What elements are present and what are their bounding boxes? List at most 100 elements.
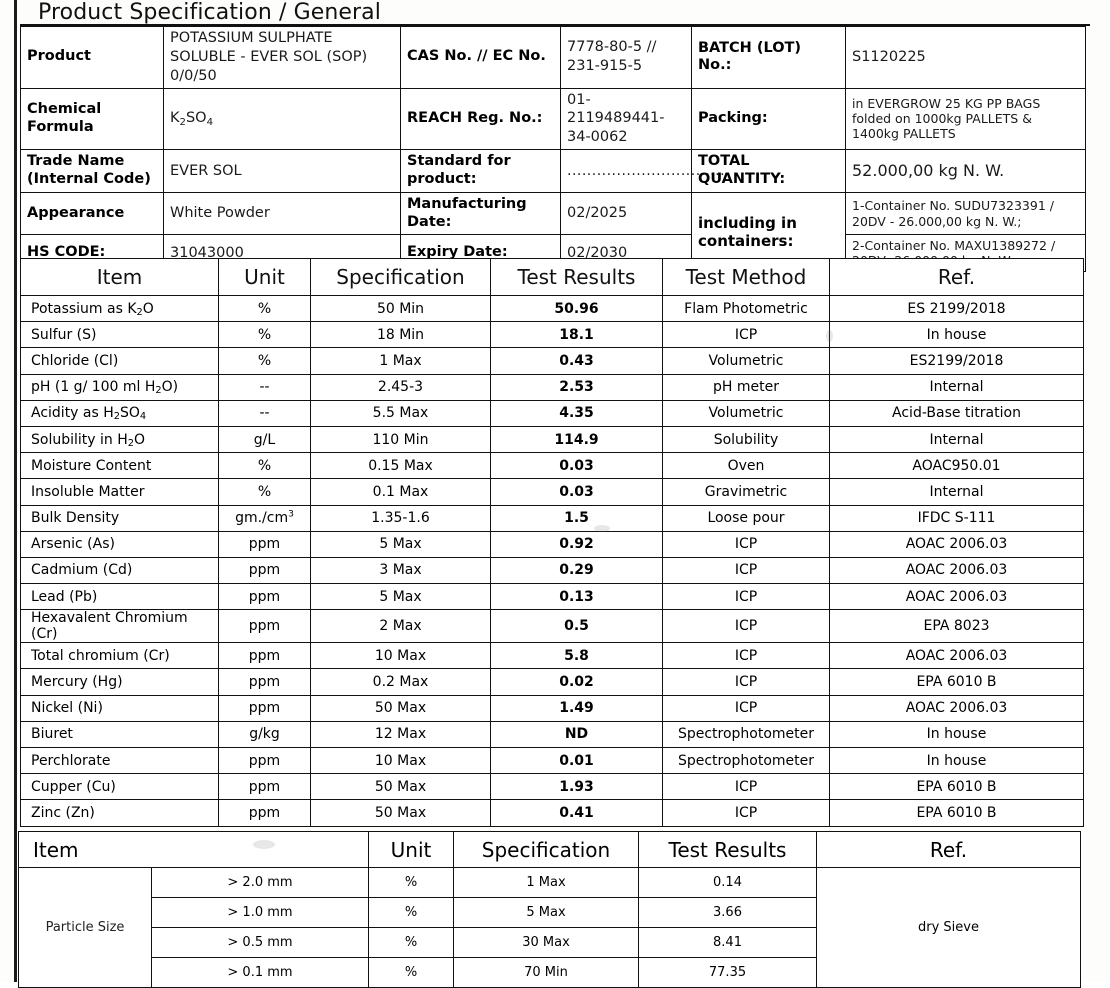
result-cell-ref: EPA 6010 B xyxy=(829,799,1084,827)
table-row: Acidity as H2SO4 -- 5.5 Max 4.35 Volumetric A… xyxy=(20,399,1084,427)
result-cell-value: 18.1 xyxy=(490,321,663,349)
result-cell-spec: 50 Max xyxy=(310,799,491,827)
table-row: Chemical Formula K2SO4 REACH Reg. No.: 0… xyxy=(20,87,1086,151)
result-cell-value: 1.5 xyxy=(490,504,663,532)
page-left-rule xyxy=(14,0,17,982)
result-cell-item: Solubility in H2O xyxy=(20,425,219,454)
result-cell-value: 114.9 xyxy=(490,425,663,454)
particle-cell-spec: 1 Max xyxy=(453,867,639,898)
result-cell-unit: ppm xyxy=(218,746,311,775)
result-cell-unit: -- xyxy=(218,373,311,401)
table-row: Arsenic (As) ppm 5 Max 0.92 ICP AOAC 2006.03 xyxy=(20,530,1084,558)
result-cell-ref: AOAC 2006.03 xyxy=(829,530,1084,558)
general-value-manufacturing-date: 02/2025 xyxy=(560,192,692,236)
general-value-trade-name: EVER SOL xyxy=(163,149,401,194)
general-label-cas-ec: CAS No. // EC No. xyxy=(400,26,561,89)
result-cell-method: ICP xyxy=(662,642,830,670)
results-header-row: Item Unit Specification Test Results Tes… xyxy=(20,258,1084,296)
general-value-batch: S1120225 xyxy=(845,26,1086,89)
table-row: Trade Name (Internal Code) EVER SOL Stan… xyxy=(20,149,1086,194)
result-cell-method: ICP xyxy=(662,530,830,558)
result-cell-item: Zinc (Zn) xyxy=(20,799,219,827)
general-label-trade-name: Trade Name (Internal Code) xyxy=(20,149,164,194)
result-cell-value: 0.13 xyxy=(490,583,663,611)
result-cell-unit: % xyxy=(218,478,311,506)
table-row: Total chromium (Cr) ppm 10 Max 5.8 ICP AOAC 2… xyxy=(20,642,1084,670)
particle-size-table: Item Unit Specification Test Results Ref… xyxy=(18,831,1081,988)
particle-cell-spec: 30 Max xyxy=(453,927,639,958)
result-cell-ref: Internal xyxy=(829,373,1084,401)
result-cell-spec: 2.45-3 xyxy=(310,373,491,401)
particle-cell-unit: % xyxy=(368,897,454,928)
table-row: Sulfur (S)% 18 Min 18.1 ICP In house xyxy=(20,321,1084,349)
result-cell-method: ICP xyxy=(662,799,830,827)
result-cell-item: Cadmium (Cd) xyxy=(20,556,219,585)
general-value-chemical-formula: K2SO4 xyxy=(163,87,401,151)
result-cell-method: ICP xyxy=(662,694,830,722)
result-cell-spec: 12 Max xyxy=(310,720,491,749)
result-cell-spec: 50 Max xyxy=(310,773,491,801)
result-cell-unit: % xyxy=(218,294,311,323)
particle-cell-size: > 0.5 mm xyxy=(151,927,369,958)
result-cell-spec: 3 Max xyxy=(310,556,491,585)
result-cell-item: Hexavalent Chromium (Cr) xyxy=(20,609,219,644)
result-cell-ref: EPA 8023 xyxy=(829,609,1084,644)
general-info-table: Product POTASSIUM SULPHATE SOLUBLE - EVE… xyxy=(20,26,1086,273)
result-cell-spec: 5 Max xyxy=(310,530,491,558)
particle-item-name: Particle Size xyxy=(18,867,152,988)
result-cell-spec: 50 Max xyxy=(310,694,491,722)
general-value-container-1: 1-Container No. SUDU7323391 / 20DV - 26.… xyxy=(845,192,1086,236)
result-cell-ref: Internal xyxy=(829,425,1084,454)
table-row: Nickel (Ni) ppm 50 Max 1.49 ICP AOAC 2006.03 xyxy=(20,694,1084,722)
result-cell-unit: ppm xyxy=(218,609,311,644)
table-row: Zinc (Zn) ppm 50 Max 0.41 ICP EPA 6010 B xyxy=(20,799,1084,827)
results-header-result: Test Results xyxy=(490,258,663,296)
general-value-product: POTASSIUM SULPHATE SOLUBLE - EVER SOL (S… xyxy=(163,26,401,89)
result-cell-item: Chloride (Cl) xyxy=(20,347,219,375)
table-row: Moisture Content% 0.15 Max 0.03 Oven AOAC950… xyxy=(20,452,1084,480)
result-cell-unit: ppm xyxy=(218,773,311,801)
result-cell-item: Mercury (Hg) xyxy=(20,668,219,696)
table-row: > 1.0 mm% 5 Max 3.66 xyxy=(19,897,1081,928)
result-cell-item: Nickel (Ni) xyxy=(20,694,219,722)
result-cell-method: Solubility xyxy=(662,425,830,454)
result-cell-ref: ES2199/2018 xyxy=(829,347,1084,375)
result-cell-item: pH (1 g/ 100 ml H2O) xyxy=(20,373,219,401)
result-cell-spec: 10 Max xyxy=(310,746,491,775)
result-cell-method: Flam Photometric xyxy=(662,294,830,323)
result-cell-item: Bulk Density xyxy=(20,504,219,532)
result-cell-method: ICP xyxy=(662,609,830,644)
result-cell-spec: 0.15 Max xyxy=(310,452,491,480)
particle-cell-size: > 1.0 mm xyxy=(151,897,369,928)
particle-cell-size: > 0.1 mm xyxy=(151,957,369,988)
results-header-spec: Specification xyxy=(310,258,491,296)
result-cell-ref: EPA 6010 B xyxy=(829,773,1084,801)
result-cell-ref: In house xyxy=(829,746,1084,775)
result-cell-unit: ppm xyxy=(218,642,311,670)
result-cell-value: 0.41 xyxy=(490,799,663,827)
general-label-total-quantity: TOTAL QUANTITY: xyxy=(691,149,846,194)
result-cell-value: 0.02 xyxy=(490,668,663,696)
result-cell-method: Gravimetric xyxy=(662,478,830,506)
result-cell-spec: 110 Min xyxy=(310,425,491,454)
result-cell-item: Total chromium (Cr) xyxy=(20,642,219,670)
result-cell-method: Spectrophotometer xyxy=(662,720,830,749)
result-cell-value: 1.93 xyxy=(490,773,663,801)
results-header-ref: Ref. xyxy=(829,258,1084,296)
result-cell-item: Lead (Pb) xyxy=(20,583,219,611)
result-cell-value: 0.03 xyxy=(490,452,663,480)
result-cell-value: 4.35 xyxy=(490,399,663,427)
particle-cell-unit: % xyxy=(368,927,454,958)
particle-cell-result: 77.35 xyxy=(638,957,817,988)
result-cell-ref: AOAC 2006.03 xyxy=(829,583,1084,611)
result-cell-spec: 5.5 Max xyxy=(310,399,491,427)
particle-body: Particle Size > 2.0 mm% 1 Max 0.14 dry Sieve… xyxy=(18,867,1081,988)
result-cell-ref: EPA 6010 B xyxy=(829,668,1084,696)
result-cell-spec: 0.1 Max xyxy=(310,478,491,506)
page-title: Product Specification / General xyxy=(20,0,1090,26)
results-body: Potassium as K2O% 50 Min 50.96 Flam Photome… xyxy=(20,294,1084,827)
particle-cell-unit: % xyxy=(368,867,454,898)
result-cell-spec: 2 Max xyxy=(310,609,491,644)
result-cell-unit: % xyxy=(218,347,311,375)
result-cell-item: Biuret xyxy=(20,720,219,749)
